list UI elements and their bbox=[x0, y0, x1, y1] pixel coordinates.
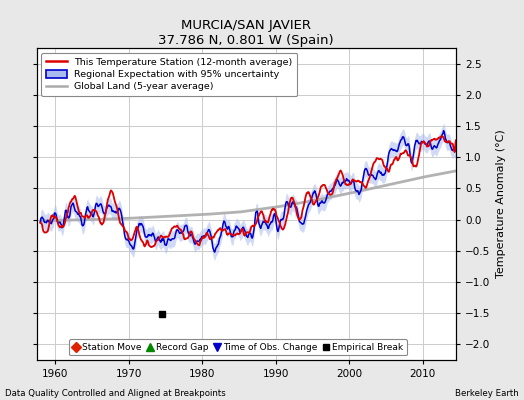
Title: MURCIA/SAN JAVIER
37.786 N, 0.801 W (Spain): MURCIA/SAN JAVIER 37.786 N, 0.801 W (Spa… bbox=[158, 19, 334, 47]
Y-axis label: Temperature Anomaly (°C): Temperature Anomaly (°C) bbox=[496, 130, 506, 278]
Text: Data Quality Controlled and Aligned at Breakpoints: Data Quality Controlled and Aligned at B… bbox=[5, 389, 226, 398]
Text: Berkeley Earth: Berkeley Earth bbox=[455, 389, 519, 398]
Legend: Station Move, Record Gap, Time of Obs. Change, Empirical Break: Station Move, Record Gap, Time of Obs. C… bbox=[69, 339, 407, 356]
